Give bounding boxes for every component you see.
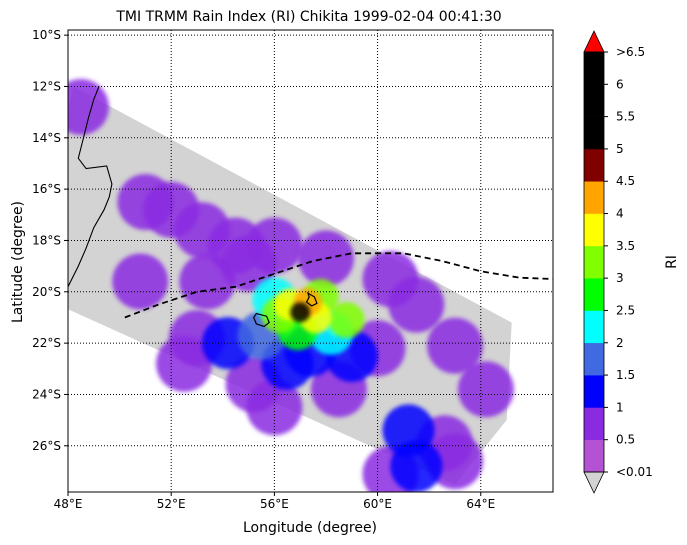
colorbar-segment-11	[584, 84, 604, 117]
colorbar-segment-3	[584, 342, 604, 376]
y-tick-label-0: 10°S	[32, 28, 61, 42]
colorbar-segment-5	[584, 278, 604, 311]
chart-title: TMI TRMM Rain Index (RI) Chikita 1999-02…	[115, 9, 501, 25]
rain-cell-17	[174, 202, 231, 259]
colorbar-tick-label-6: 3	[616, 271, 624, 285]
y-axis-label: Latitude (degree)	[10, 201, 26, 323]
colorbar-tick-label-2: 1	[616, 400, 624, 414]
colorbar-segment-0	[584, 439, 604, 473]
x-tick-label-0: 48°E	[54, 497, 83, 511]
y-tick-label-8: 26°S	[32, 439, 61, 453]
colorbar-segment-1	[584, 407, 604, 440]
colorbar-tick-label-12: 6	[616, 77, 624, 91]
colorbar-segment-2	[584, 375, 604, 408]
colorbar-segment-8	[584, 181, 604, 214]
colorbar-tick-label-4: 2	[616, 336, 624, 350]
y-tick-label-2: 14°S	[32, 131, 61, 145]
y-axis-ticks: 10°S 12°S 14°S 16°S 18°S 20°S 22°S 24°S 26°S	[32, 28, 68, 453]
y-tick-label-6: 22°S	[32, 336, 61, 350]
y-tick-label-7: 24°S	[32, 387, 61, 401]
x-tick-label-1: 52°E	[157, 497, 186, 511]
rain-cell-28	[382, 404, 435, 457]
colorbar-segment-6	[584, 245, 604, 279]
colorbar-frame	[583, 51, 605, 473]
x-tick-label-2: 56°E	[260, 497, 289, 511]
colorbar: <0.01 0.5 1 1.5 2 2.5 3 3.5 4 4.5 5 5.5 6 >6.5	[583, 30, 653, 494]
rain-cell-35	[328, 302, 365, 338]
colorbar-tick-label-7: 3.5	[616, 239, 635, 253]
rain-cell-20	[457, 361, 514, 418]
colorbar-segment-9	[584, 148, 604, 182]
colorbar-segment-4	[584, 310, 604, 344]
y-tick-label-5: 20°S	[32, 285, 61, 299]
colorbar-tick-label-0: <0.01	[616, 465, 653, 479]
x-tick-label-3: 60°E	[363, 497, 392, 511]
y-tick-label-1: 12°S	[32, 79, 61, 93]
x-tick-label-4: 64°E	[466, 497, 495, 511]
rain-cell-21	[427, 317, 483, 374]
colorbar-tick-label-5: 2.5	[616, 303, 635, 317]
colorbar-tick-label-3: 1.5	[616, 368, 635, 382]
rain-cell-1	[156, 335, 213, 392]
colorbar-over-arrow	[583, 30, 605, 53]
plot-frame	[67, 29, 554, 493]
storm-track-line	[124, 252, 553, 319]
map-plot-area: 48°E 52°E 56°E 60°E 64°E 10°S 12°S 14°S 16°S 18°…	[32, 28, 554, 511]
colorbar-segment-10	[584, 116, 604, 150]
x-axis-ticks: 48°E 52°E 56°E 60°E 64°E	[54, 492, 495, 511]
x-axis-label: Longitude (degree)	[243, 520, 377, 536]
colorbar-segment-7	[584, 213, 604, 247]
island-outline-1	[253, 312, 270, 328]
colorbar-label: RI	[664, 255, 680, 269]
madagascar-coastline	[68, 86, 113, 289]
colorbar-segment-12	[584, 52, 604, 85]
island-outlines	[253, 291, 318, 328]
rain-cell-18	[112, 253, 169, 310]
y-tick-label-3: 16°S	[32, 182, 61, 196]
colorbar-under-arrow	[583, 471, 605, 494]
colorbar-tick-label-8: 4	[616, 207, 624, 221]
colorbar-tick-label-11: 5.5	[616, 110, 635, 124]
colorbar-tick-label-9: 4.5	[616, 174, 635, 188]
rain-cell-19	[68, 79, 109, 135]
rain-cell-7	[388, 276, 445, 333]
y-tick-label-4: 18°S	[32, 233, 61, 247]
island-outline-0	[305, 291, 318, 307]
colorbar-tick-label-13: >6.5	[616, 45, 645, 59]
rain-cell-39	[290, 302, 311, 323]
colorbar-tick-label-1: 0.5	[616, 433, 635, 447]
map-gridlines	[68, 30, 553, 492]
colorbar-tick-label-10: 5	[616, 142, 624, 156]
